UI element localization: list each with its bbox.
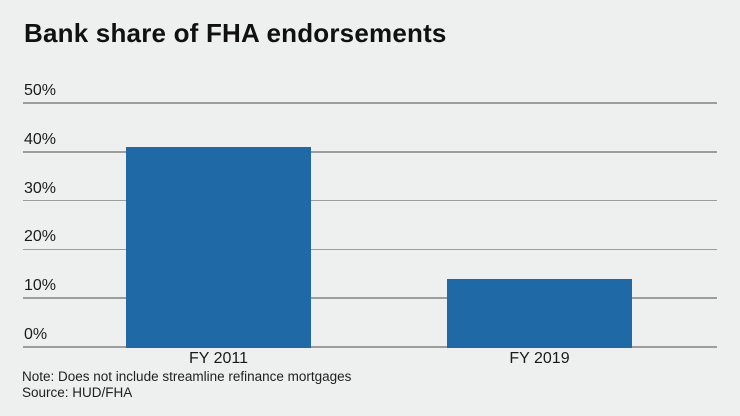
- y-axis-tick-label: 30%: [24, 179, 57, 197]
- y-axis-tick-label: 40%: [24, 130, 57, 148]
- gridline: [23, 248, 717, 251]
- bar-fy-2011: [126, 146, 311, 348]
- page-title: Bank share of FHA endorsements: [24, 18, 447, 48]
- source-text: Source: HUD/FHA: [22, 384, 133, 400]
- y-axis-tick-label: 50%: [24, 82, 57, 99]
- gridline: [23, 346, 717, 348]
- y-axis-tick-label: 10%: [24, 277, 57, 295]
- y-axis-tick-label: 0%: [24, 326, 48, 343]
- gridline: [23, 199, 717, 202]
- x-axis-tick-label: FY 2019: [509, 350, 570, 367]
- x-axis-tick-label: FY 2011: [188, 350, 248, 367]
- gridline: [23, 151, 717, 153]
- y-axis-tick-label: 20%: [24, 228, 57, 246]
- gridline: [23, 297, 717, 299]
- note-text: Note: Does not include streamline refina…: [22, 369, 352, 384]
- plot-area: 0% 10% 20% 30% 40% 50% FY 2011 FY 2019: [23, 82, 717, 367]
- gridline: [23, 102, 717, 104]
- chart-footer: Note: Does not include streamline refina…: [22, 369, 351, 400]
- bar-fy-2019: [447, 278, 632, 348]
